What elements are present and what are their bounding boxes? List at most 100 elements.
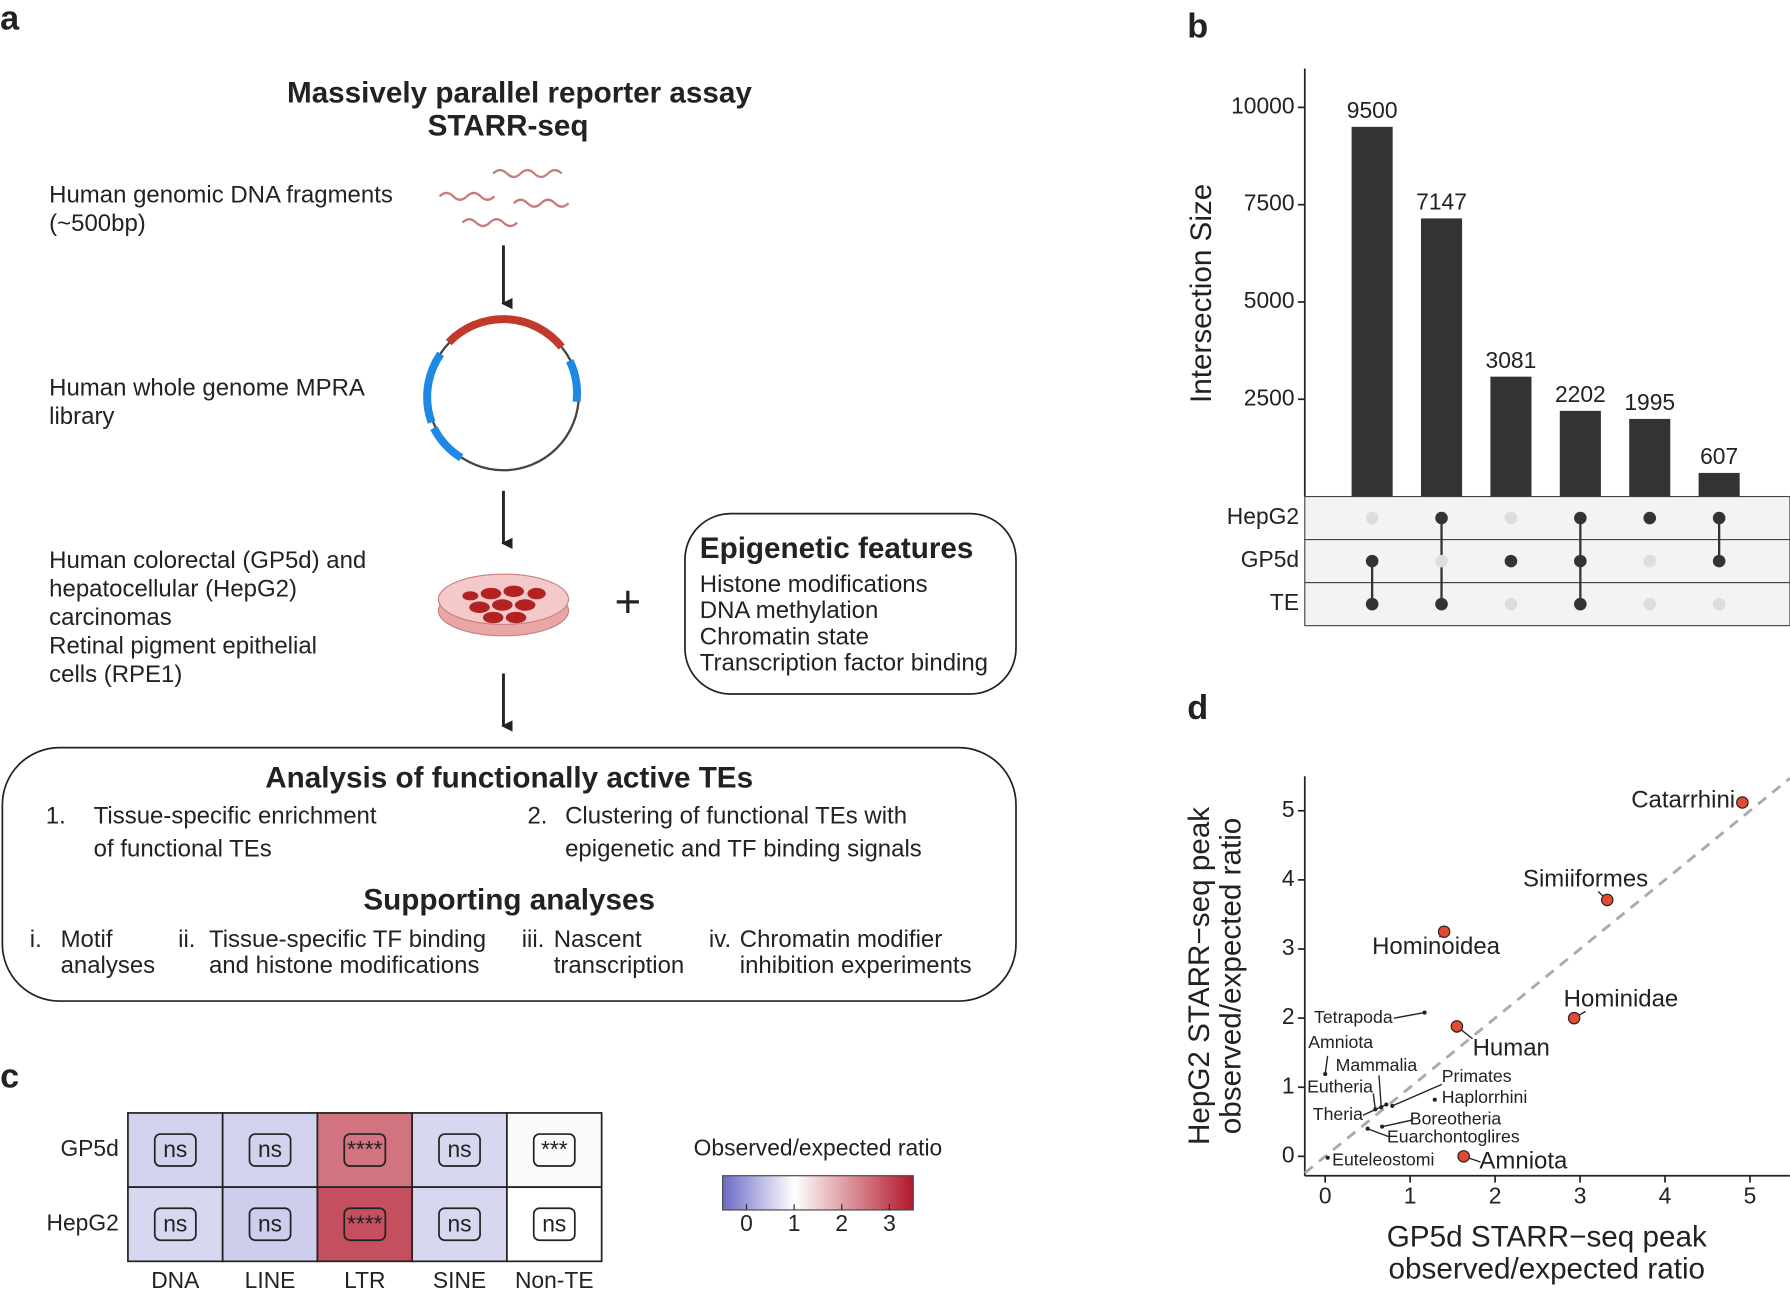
bar-label: 607 <box>1700 443 1738 469</box>
point <box>1365 1126 1370 1131</box>
step-text: library <box>49 403 114 430</box>
box-title: Epigenetic features <box>700 532 974 565</box>
item-marker: 2. <box>527 803 547 830</box>
item-text: inhibition experiments <box>740 952 972 979</box>
annotation-box <box>438 1207 481 1242</box>
matrix-dot <box>1574 597 1587 611</box>
leader-line <box>1324 1055 1329 1075</box>
step-text: hepatocellular (HepG2) <box>49 575 297 602</box>
y-tick-label: 3 <box>1282 934 1295 960</box>
matrix-dot <box>1365 554 1379 568</box>
annotation-box <box>438 1133 481 1167</box>
leader-line <box>1362 1103 1387 1116</box>
heat-cell <box>506 1186 603 1263</box>
point <box>1325 1155 1330 1160</box>
point <box>1600 893 1614 907</box>
annotation-box <box>248 1133 292 1167</box>
petri-dish <box>437 573 570 637</box>
leader-line <box>1392 1083 1443 1107</box>
y-axis-title: HepG2 STARR−seq peak <box>1183 807 1216 1145</box>
point <box>1736 796 1749 809</box>
item-text: of functional TEs <box>94 836 272 863</box>
y-tick-label: 4 <box>1282 865 1295 891</box>
point <box>1422 1010 1427 1015</box>
item-text: and histone modifications <box>209 952 479 979</box>
matrix-dot <box>1712 597 1726 611</box>
heat-cell <box>411 1112 508 1188</box>
matrix-dot <box>1435 597 1448 611</box>
identity-line <box>1303 777 1790 1175</box>
point-label: Primates <box>1442 1066 1512 1086</box>
matrix-dot <box>1435 554 1448 568</box>
bar <box>1490 376 1532 497</box>
annotation: ns <box>163 1210 187 1236</box>
item-marker: 1. <box>46 803 66 830</box>
annotation-box <box>343 1133 387 1167</box>
matrix-dot <box>1365 597 1379 611</box>
bar-label: 3081 <box>1486 347 1537 373</box>
point-label: Theria <box>1313 1104 1363 1124</box>
matrix-dot <box>1435 511 1448 525</box>
title: Massively parallel reporter assay <box>287 77 752 110</box>
annotation: ns <box>542 1210 566 1236</box>
annotation: **** <box>347 1136 383 1162</box>
bar-label: 9500 <box>1347 97 1398 123</box>
bar <box>1629 418 1671 497</box>
column-label: SINE <box>433 1267 486 1293</box>
annotation: ns <box>258 1136 282 1162</box>
colorbar-tick-label: 1 <box>788 1210 801 1236</box>
point-label: Human <box>1473 1034 1550 1061</box>
annotation: ns <box>447 1136 471 1162</box>
heat-cell <box>127 1112 224 1188</box>
bar <box>1351 126 1393 497</box>
box-item: Histone modifications <box>700 571 928 598</box>
point-label: Boreotheria <box>1410 1108 1502 1128</box>
matrix-dot <box>1504 511 1518 525</box>
bar-label: 1995 <box>1624 389 1675 415</box>
epigenetic-box <box>684 512 1017 695</box>
matrix-dot <box>1504 597 1518 611</box>
y-tick-label: 2500 <box>1244 384 1295 410</box>
x-axis-title: GP5d STARR−seq peak <box>1387 1220 1707 1253</box>
x-tick-label: 3 <box>1574 1182 1587 1208</box>
annotation-box <box>532 1133 576 1167</box>
annotation: ns <box>163 1136 187 1162</box>
bar <box>1420 218 1463 497</box>
y-tick-label: 10000 <box>1231 92 1294 118</box>
annotation: *** <box>541 1136 568 1162</box>
box-item: Transcription factor binding <box>700 650 988 677</box>
x-tick-label: 4 <box>1659 1182 1672 1208</box>
heat-cell <box>316 1186 414 1263</box>
step-text: cells (RPE1) <box>49 661 182 688</box>
item-text: transcription <box>554 952 685 979</box>
annotation: **** <box>347 1210 383 1236</box>
row-label: GP5d <box>60 1135 118 1161</box>
step-text: Human genomic DNA fragments <box>49 182 393 209</box>
matrix-dot <box>1574 554 1587 568</box>
box-title: Analysis of functionally active TEs <box>265 761 753 794</box>
y-tick-label: 5000 <box>1244 287 1295 313</box>
y-axis-title: observed/expected ratio <box>1215 818 1248 1135</box>
bar-label: 2202 <box>1555 381 1606 407</box>
step-text: (~500bp) <box>49 210 146 237</box>
matrix-row <box>1304 582 1790 627</box>
point-label: Amniota <box>1479 1147 1568 1174</box>
column-label: LINE <box>245 1267 296 1293</box>
item-text: analyses <box>61 952 156 979</box>
annotation-box <box>532 1207 576 1242</box>
heat-cell <box>506 1112 603 1188</box>
step-text: Human colorectal (GP5d) and <box>49 547 366 574</box>
item-text: Motif <box>61 926 113 953</box>
x-tick-label: 0 <box>1319 1182 1332 1208</box>
matrix-dot <box>1504 554 1518 568</box>
y-tick-label: 7500 <box>1244 190 1295 216</box>
colorbar-tick-label: 0 <box>740 1210 753 1236</box>
item-marker: i. <box>30 926 42 953</box>
item-text: epigenetic and TF binding signals <box>565 836 922 863</box>
set-label: GP5d <box>1241 546 1299 572</box>
step-text: Retinal pigment epithelial <box>49 633 317 660</box>
dna-fragments <box>438 168 570 228</box>
point-label: Haplorrhini <box>1442 1087 1528 1107</box>
